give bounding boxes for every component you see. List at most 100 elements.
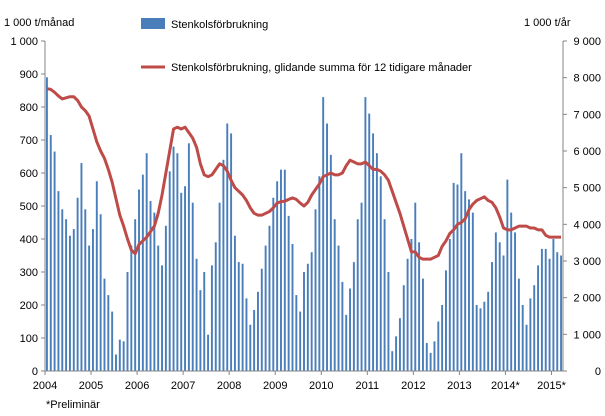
bar xyxy=(544,248,547,371)
x-tick-label: 2015* xyxy=(537,380,566,392)
bar xyxy=(333,219,336,371)
bar xyxy=(479,308,482,371)
bar xyxy=(445,270,447,371)
bar xyxy=(418,242,421,371)
x-tick-label: 2011 xyxy=(355,380,379,392)
bar xyxy=(149,201,152,371)
right-tick-label: 9 000 xyxy=(573,36,601,48)
bar xyxy=(356,219,359,371)
bar xyxy=(153,212,156,371)
bar xyxy=(360,202,363,371)
bar xyxy=(398,318,401,371)
bar xyxy=(460,153,463,371)
bar xyxy=(53,151,56,371)
right-tick-label: 3 000 xyxy=(573,256,601,268)
right-axis-unit-label: 1 000 t/år xyxy=(524,17,571,29)
bar xyxy=(483,301,486,371)
left-tick-label: 300 xyxy=(20,267,38,279)
bar xyxy=(103,278,106,371)
left-tick-label: 100 xyxy=(20,333,38,345)
bar xyxy=(349,288,352,371)
bar xyxy=(299,311,302,371)
bar xyxy=(134,219,137,371)
bar xyxy=(379,176,382,371)
bar xyxy=(421,278,424,371)
bar xyxy=(372,133,375,371)
bar xyxy=(111,311,114,371)
bar xyxy=(95,181,98,371)
bar xyxy=(387,272,390,371)
bar xyxy=(560,255,563,371)
x-tick-label: 2010 xyxy=(309,380,333,392)
bar xyxy=(57,191,60,371)
bar xyxy=(475,305,478,371)
bar xyxy=(375,153,378,371)
bar xyxy=(441,305,444,371)
x-tick-label: 2005 xyxy=(79,380,103,392)
bar xyxy=(341,281,344,371)
bar xyxy=(184,186,187,371)
x-tick-label: 2013 xyxy=(447,380,471,392)
x-tick-label: 2012 xyxy=(401,380,425,392)
bar xyxy=(337,245,340,371)
bar xyxy=(61,209,64,371)
x-tick-label: 2014* xyxy=(491,380,520,392)
right-tick-label: 6 000 xyxy=(573,146,601,158)
bar xyxy=(218,202,221,371)
bar xyxy=(502,255,505,371)
bar xyxy=(303,272,305,371)
bar xyxy=(429,352,432,371)
bar xyxy=(510,212,513,371)
bar xyxy=(260,268,263,371)
bar xyxy=(264,245,267,371)
bar xyxy=(68,235,71,371)
bar xyxy=(237,262,240,371)
bar xyxy=(410,239,413,371)
bar xyxy=(471,212,474,371)
bar xyxy=(345,314,348,371)
bar xyxy=(352,262,355,371)
bar xyxy=(556,252,559,371)
right-tick-label: 1 000 xyxy=(573,329,601,341)
right-tick-label: 4 000 xyxy=(573,219,601,231)
right-tick-label: 7 000 xyxy=(573,109,601,121)
bar xyxy=(130,245,133,371)
bar xyxy=(433,341,436,371)
bar xyxy=(241,263,244,371)
left-tick-label: 500 xyxy=(20,201,38,213)
bar xyxy=(322,97,325,371)
bar xyxy=(276,181,279,371)
bar xyxy=(65,219,68,371)
bar xyxy=(107,295,110,371)
bar xyxy=(99,214,102,371)
bar xyxy=(533,285,536,371)
bar xyxy=(191,202,194,371)
bar xyxy=(210,265,213,371)
bar xyxy=(525,324,528,371)
bar xyxy=(157,245,160,371)
x-tick-label: 2009 xyxy=(263,380,287,392)
bar xyxy=(49,135,52,371)
bar xyxy=(195,258,198,371)
right-axis-ticks: 0 1 000 2 000 3 000 4 000 5 000 6 000 7 000 8 00… xyxy=(563,36,601,378)
bar xyxy=(364,97,367,371)
bar xyxy=(253,309,256,371)
bar xyxy=(257,291,259,371)
left-tick-label: 800 xyxy=(20,102,38,114)
bar xyxy=(168,171,171,371)
bar xyxy=(491,262,493,371)
bar xyxy=(487,291,490,371)
bar xyxy=(207,334,210,371)
bar xyxy=(268,225,271,371)
bar xyxy=(391,351,394,371)
x-tick-label: 2007 xyxy=(171,380,195,392)
left-tick-label: 400 xyxy=(20,234,38,246)
bar xyxy=(310,252,313,371)
bar xyxy=(548,258,551,371)
bar xyxy=(425,342,428,371)
bar xyxy=(118,339,121,371)
bar xyxy=(272,197,275,371)
legend-bar-label: Stenkolsförbrukning xyxy=(171,19,268,31)
bar xyxy=(448,239,451,371)
